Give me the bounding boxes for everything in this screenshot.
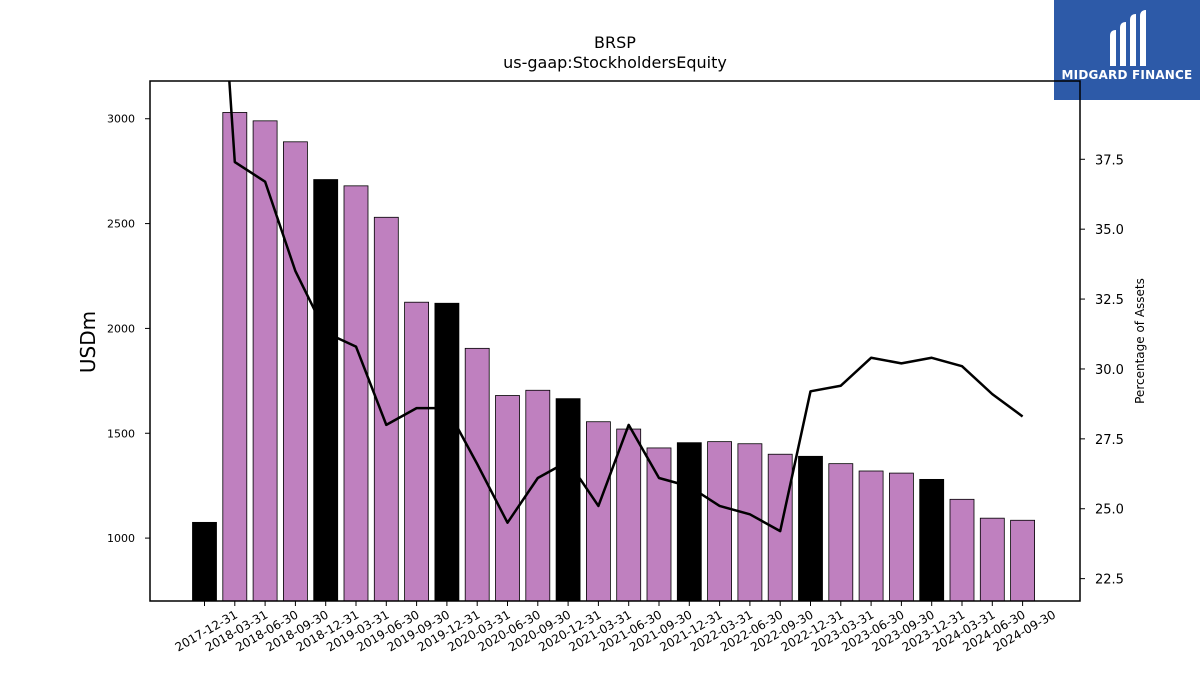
bar [404,301,430,602]
bar [949,498,975,602]
bar [676,442,702,602]
midgard-finance-logo: MIDGARD FINANCE [1054,0,1200,100]
y2-tick-label: 37.5 [1095,153,1124,168]
bar [313,179,339,602]
y-tick-label: 2500 [107,218,135,231]
y2-tick-label: 35.0 [1095,223,1124,238]
chart-subtitle: us-gaap:StockholdersEquity [503,53,727,72]
y-axis-left: 1000 1500 2000 2500 3000 [107,113,150,545]
y-tick-label: 2000 [107,322,135,335]
bar [616,428,642,602]
y-axis-label: USDm [76,311,100,373]
y-tick-label: 3000 [107,113,135,126]
midgard-m-logo-icon [1110,10,1146,66]
bar [192,521,217,602]
bar [525,389,551,602]
bar [707,441,732,602]
bar [373,216,399,602]
bar [343,185,369,602]
percentage-of-assets-line [228,81,1024,533]
bar [586,421,611,602]
y-tick-label: 1000 [107,532,135,545]
bar [282,141,308,602]
logo-text: MIDGARD FINANCE [1061,68,1193,82]
bar [889,472,914,602]
y-tick-label: 1500 [107,427,135,440]
bar [495,395,520,602]
chart-title: BRSP [594,33,636,52]
bar [252,120,278,602]
bar [798,455,823,602]
bar [828,463,854,602]
bar [646,447,672,602]
bar-series [192,112,1035,602]
y2-tick-label: 25.0 [1095,503,1124,518]
bar [434,302,460,602]
bar [464,347,490,602]
bar [1010,519,1035,602]
bar [222,112,248,602]
y2-tick-label: 32.5 [1095,293,1124,308]
y2-tick-label: 22.5 [1095,573,1124,588]
y2-tick-label: 27.5 [1095,433,1124,448]
y2-tick-label: 30.0 [1095,363,1124,378]
bar [555,398,581,602]
plot-frame [149,80,1081,602]
line-series [228,81,1024,533]
bar [737,443,763,602]
x-axis: 2017-12-312018-03-312018-06-302018-09-30… [173,601,1058,654]
bar [979,517,1005,602]
y2-axis-label: Percentage of Assets [1133,278,1147,404]
bar [858,470,884,602]
y-axis-right: 22.5 25.0 27.5 30.0 32.5 35.0 37.5 [1080,153,1124,588]
bar [919,478,945,602]
